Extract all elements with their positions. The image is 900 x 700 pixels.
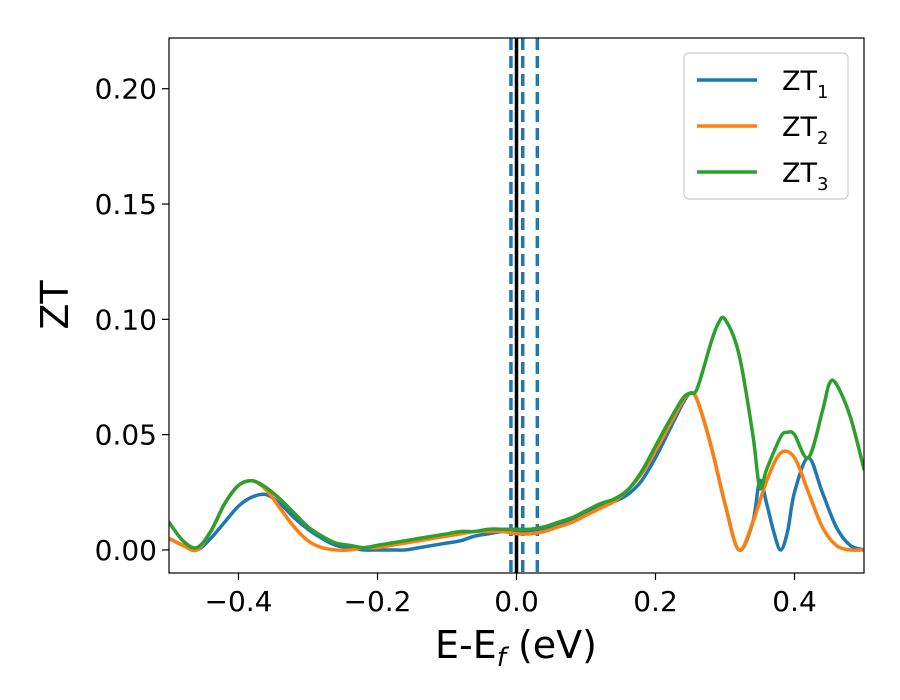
legend-label-zt2: ZT2 [782,112,828,149]
y-tick-label: 0.05 [95,419,157,452]
x-tick-label: −0.4 [205,585,273,618]
series-line-zt2 [169,391,864,553]
x-tick-label: 0.0 [494,585,539,618]
legend-label-zt1: ZT1 [782,66,828,103]
y-axis: 0.00 0.05 0.10 0.15 0.20 [95,73,169,567]
y-tick-label: 0.10 [95,303,157,336]
legend-label-zt3: ZT3 [782,158,828,195]
reference-lines [509,38,540,573]
y-tick-label: 0.00 [95,534,157,567]
y-tick-label: 0.20 [95,73,157,106]
y-tick-label: 0.15 [95,188,157,221]
series-lines [169,315,864,553]
x-axis: −0.4 −0.2 0.0 0.2 0.4 [205,573,817,618]
x-axis-label: E-Ef (eV) [435,623,597,673]
legend-box [683,52,849,200]
y-axis-label: ZT [33,280,77,330]
x-tick-label: 0.2 [633,585,678,618]
legend: ZT1 ZT2 ZT3 [683,52,849,200]
series-line-zt3 [169,315,864,550]
x-tick-label: −0.2 [344,585,412,618]
x-tick-label: 0.4 [772,585,817,618]
series-line-zt1 [169,391,864,552]
